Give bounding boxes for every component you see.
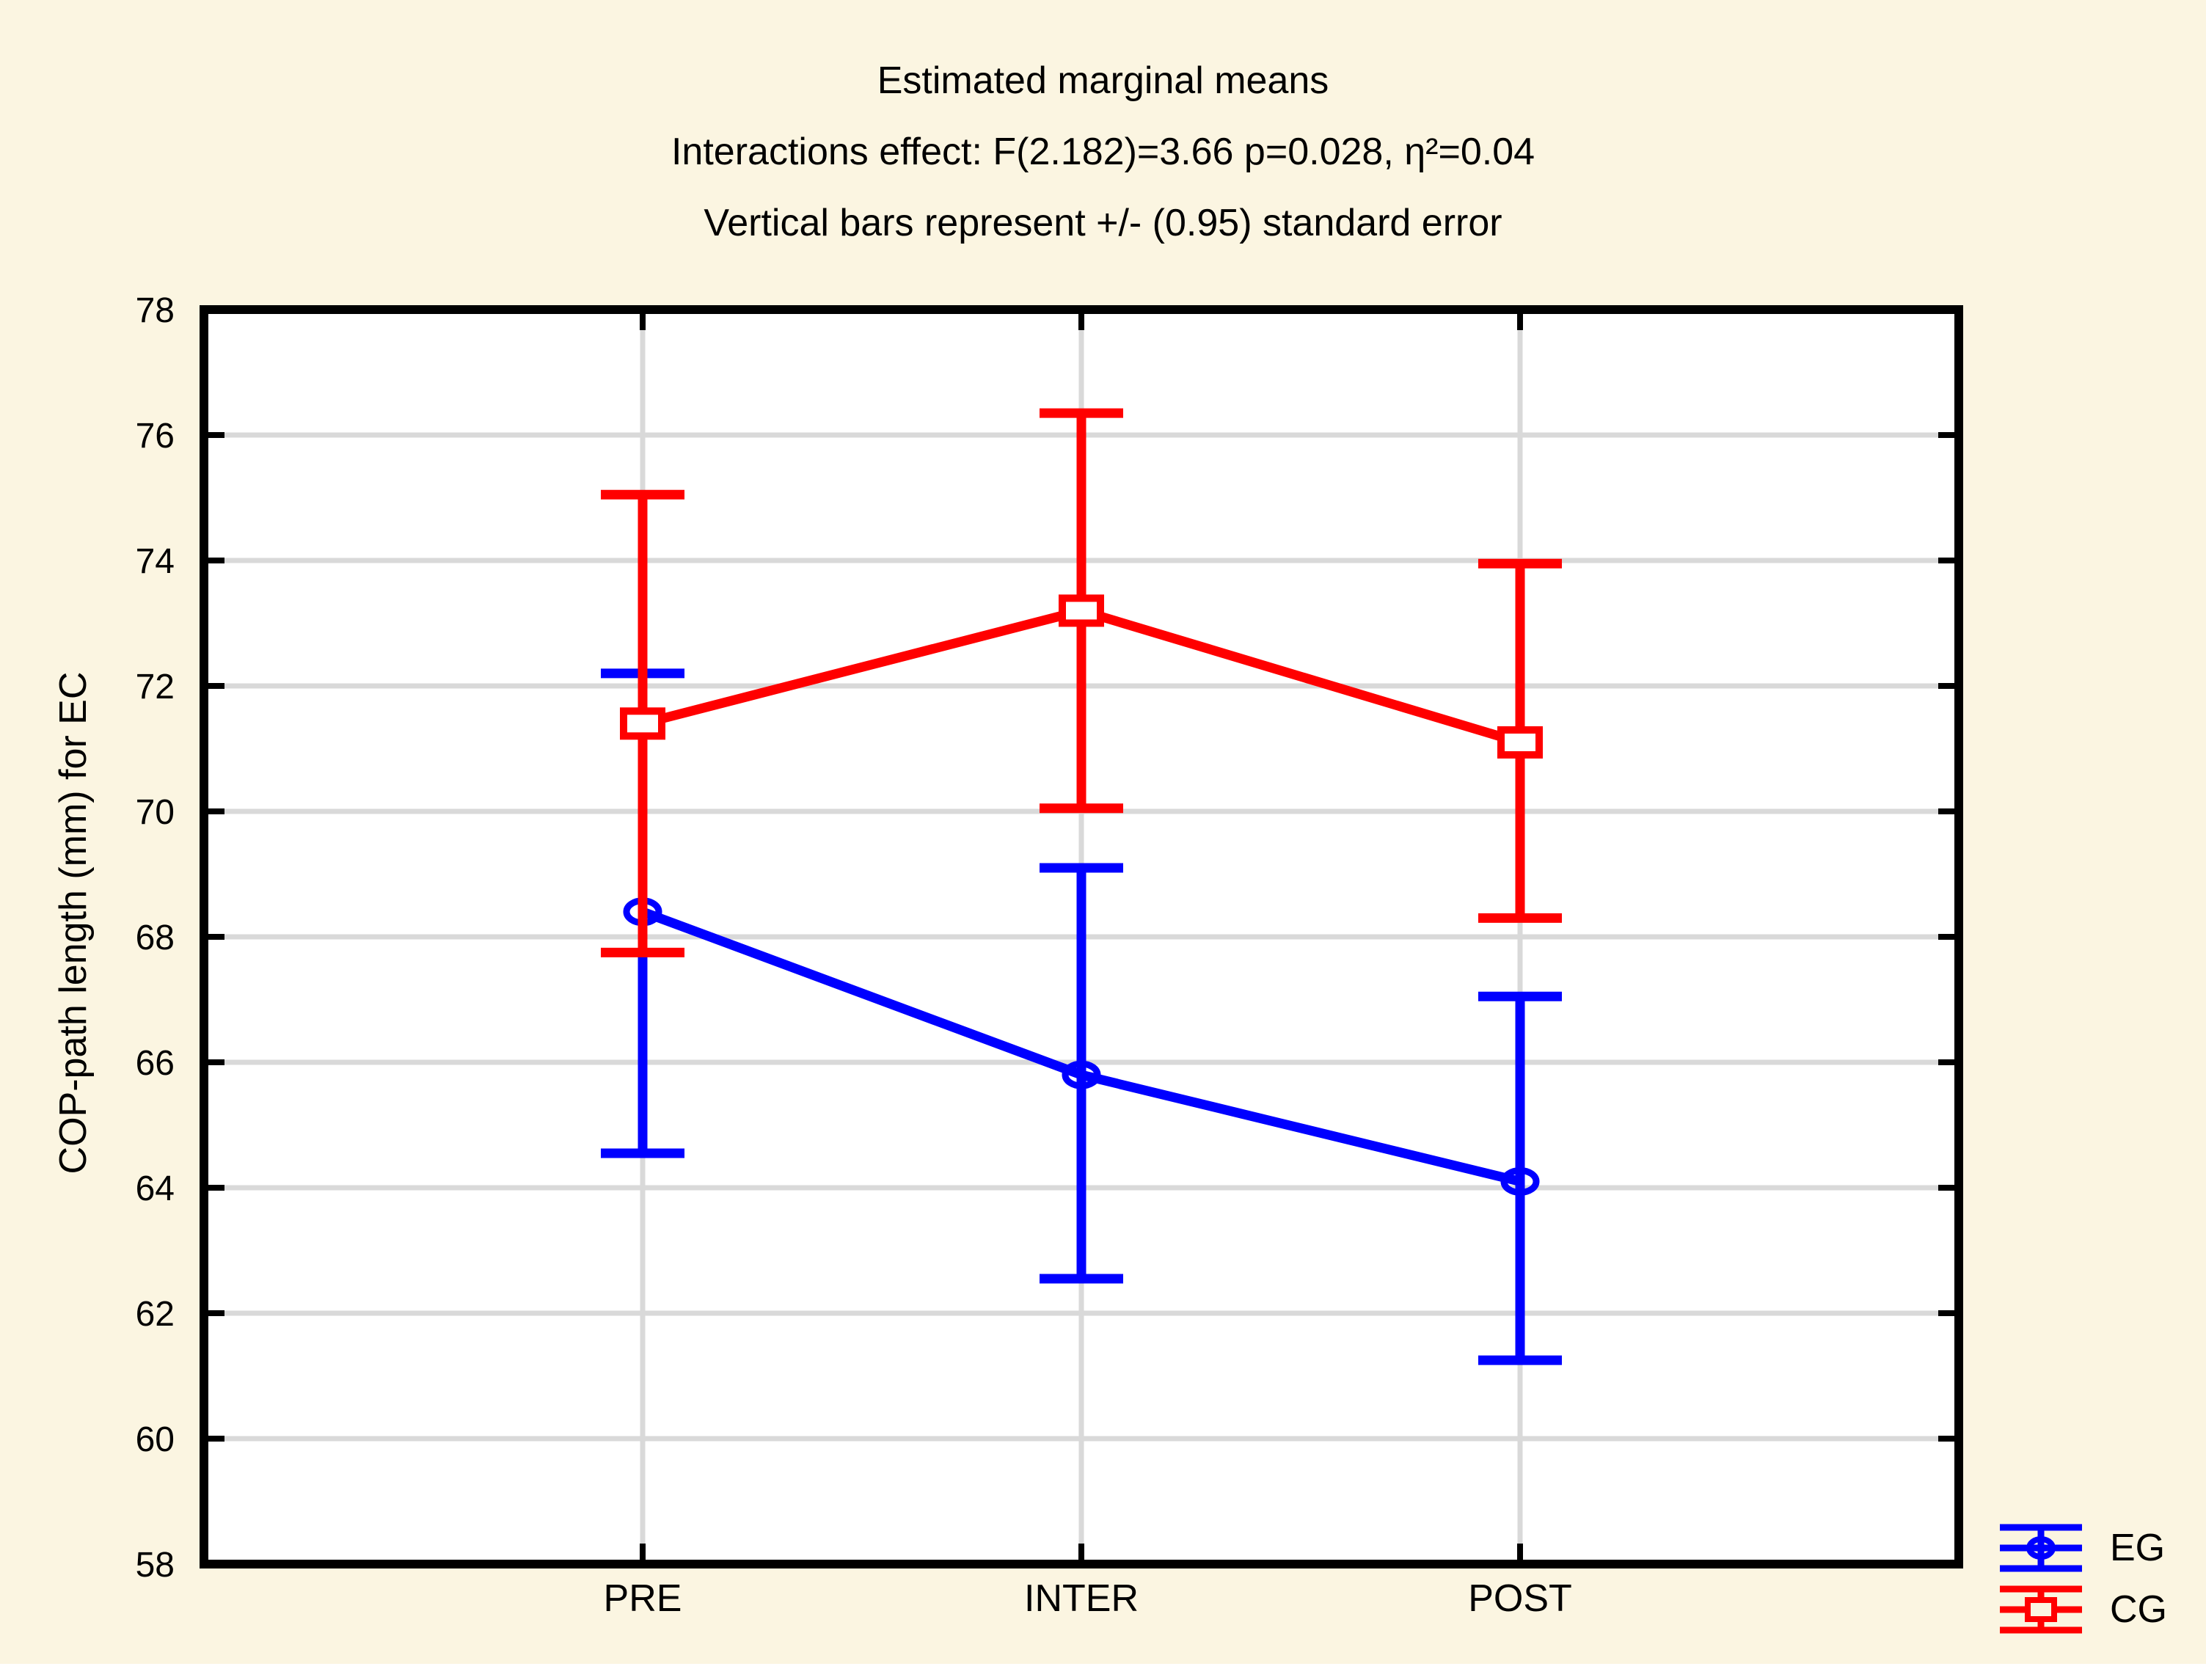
y-tick-label: 70	[136, 793, 175, 832]
cg-errorbar-icon	[2000, 1585, 2082, 1634]
x-tick-label: INTER	[1024, 1577, 1139, 1620]
y-tick-label: 64	[136, 1169, 175, 1208]
legend-label-cg: CG	[2110, 1588, 2167, 1631]
marker-eg-post	[1500, 1166, 1540, 1196]
legend: EG CG	[1997, 1523, 2167, 1635]
y-tick-label: 58	[136, 1546, 175, 1585]
chart-subtitle: Interactions effect: F(2.182)=3.66 p=0.0…	[671, 131, 1535, 173]
y-tick-label: 68	[136, 918, 175, 957]
bottom-edge-strip	[0, 1664, 2206, 1680]
marker-cg-inter	[1059, 594, 1104, 627]
y-tick-label: 66	[136, 1044, 175, 1083]
y-tick-label: 62	[136, 1295, 175, 1334]
marker-cg-post	[1497, 726, 1543, 759]
x-tick-label: POST	[1468, 1577, 1572, 1620]
y-tick-label: 60	[136, 1420, 175, 1459]
legend-item-cg: CG	[1997, 1585, 2167, 1635]
x-tick-label: PRE	[604, 1577, 682, 1620]
legend-label-eg: EG	[2110, 1527, 2166, 1569]
marker-cg-pre	[620, 707, 665, 740]
y-tick-label: 74	[136, 542, 175, 581]
legend-item-eg: EG	[1997, 1523, 2167, 1573]
series-line-eg	[640, 907, 1522, 1186]
marker-eg-inter	[1062, 1060, 1101, 1089]
title-block: Estimated marginal means Interactions ef…	[0, 45, 2206, 259]
y-tick-label: 76	[136, 417, 175, 456]
eg-errorbar-icon	[2000, 1524, 2082, 1572]
chart-title: Estimated marginal means	[877, 59, 1329, 102]
y-tick-label: 72	[136, 668, 175, 706]
y-tick-label: 78	[136, 291, 175, 330]
chart-note: Vertical bars represent +/- (0.95) stand…	[704, 202, 1502, 244]
